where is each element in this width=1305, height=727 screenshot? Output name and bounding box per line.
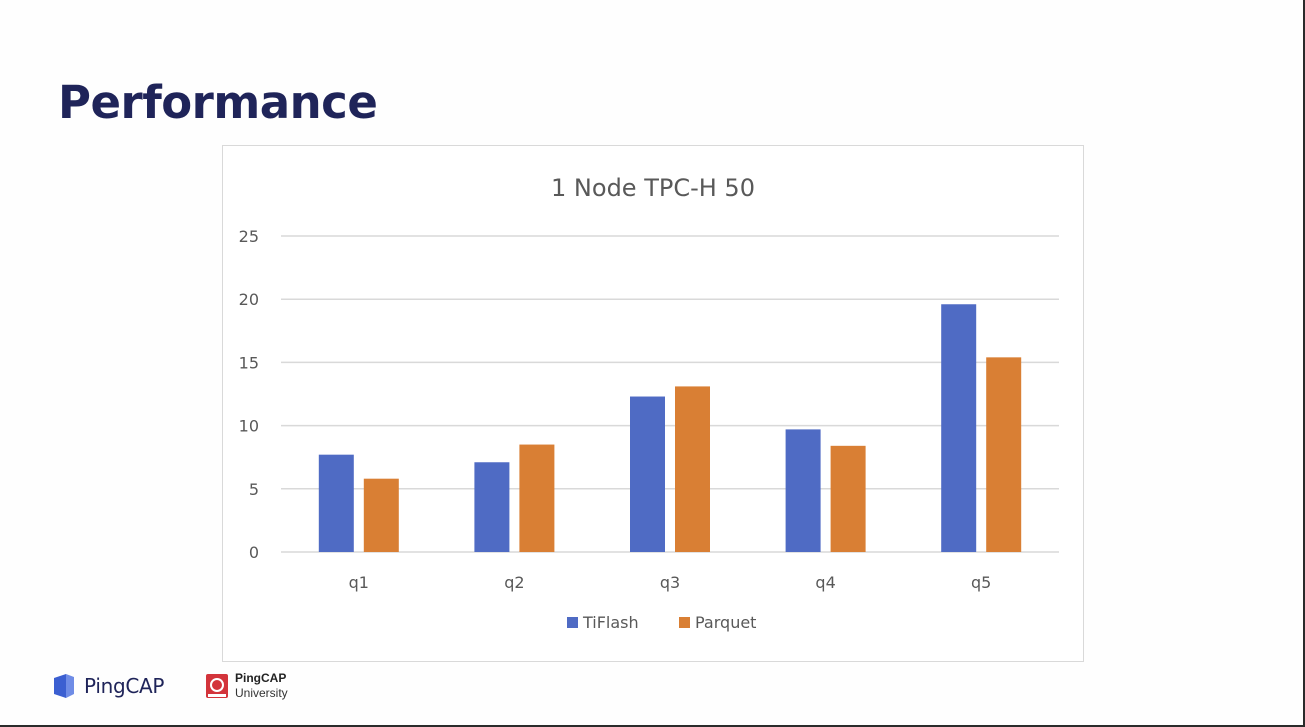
- x-tick-label: q4: [815, 573, 835, 592]
- brand-name: PingCAP: [84, 674, 165, 698]
- x-tick-label: q5: [971, 573, 991, 592]
- chart-title: 1 Node TPC-H 50: [551, 174, 755, 202]
- legend-swatch-parquet: [679, 617, 690, 628]
- y-tick-label: 0: [249, 543, 259, 562]
- y-tick-label: 25: [239, 227, 259, 246]
- bar-chart: 1 Node TPC-H 50 0 5 10 15 20 25 q1 q2 q3 q4 q5 Ti…: [239, 174, 1059, 632]
- y-tick-label: 15: [239, 353, 259, 372]
- bar-parquet-q1: [363, 478, 399, 552]
- y-tick-label: 20: [239, 290, 259, 309]
- bar-tiflash-q5: [941, 304, 977, 552]
- bar-tiflash-q1: [318, 454, 354, 552]
- bar-tiflash-q4: [785, 429, 821, 552]
- gridlines: [281, 235, 1059, 553]
- legend-label-parquet: Parquet: [695, 613, 756, 632]
- bars: [318, 304, 1022, 552]
- y-tick-label: 5: [249, 480, 259, 499]
- slide-title: Performance: [58, 76, 378, 129]
- university-name-line2: University: [235, 686, 288, 700]
- pingcap-university-logo: PingCAP University: [205, 668, 288, 704]
- bar-parquet-q4: [830, 445, 866, 552]
- x-tick-label: q1: [349, 573, 369, 592]
- bar-parquet-q2: [519, 444, 555, 552]
- legend: TiFlash Parquet: [567, 613, 756, 632]
- x-tick-label: q2: [504, 573, 524, 592]
- x-tick-label: q3: [660, 573, 680, 592]
- university-book-icon: [206, 674, 228, 698]
- bar-tiflash-q2: [474, 462, 510, 552]
- pingcap-logo: PingCAP: [52, 670, 164, 702]
- university-name-line1: PingCAP: [235, 671, 287, 685]
- chart-container: 1 Node TPC-H 50 0 5 10 15 20 25 q1 q2 q3 q4 q5 Ti…: [222, 145, 1084, 662]
- legend-label-tiflash: TiFlash: [582, 613, 639, 632]
- y-tick-label: 10: [239, 417, 259, 436]
- y-axis-ticks: 0 5 10 15 20 25: [239, 227, 259, 562]
- pingcap-logo-icon: [54, 674, 74, 698]
- bar-tiflash-q3: [630, 396, 665, 552]
- x-axis-ticks: q1 q2 q3 q4 q5: [349, 573, 992, 592]
- legend-swatch-tiflash: [567, 617, 578, 628]
- bar-parquet-q3: [675, 386, 710, 552]
- bar-parquet-q5: [986, 357, 1022, 552]
